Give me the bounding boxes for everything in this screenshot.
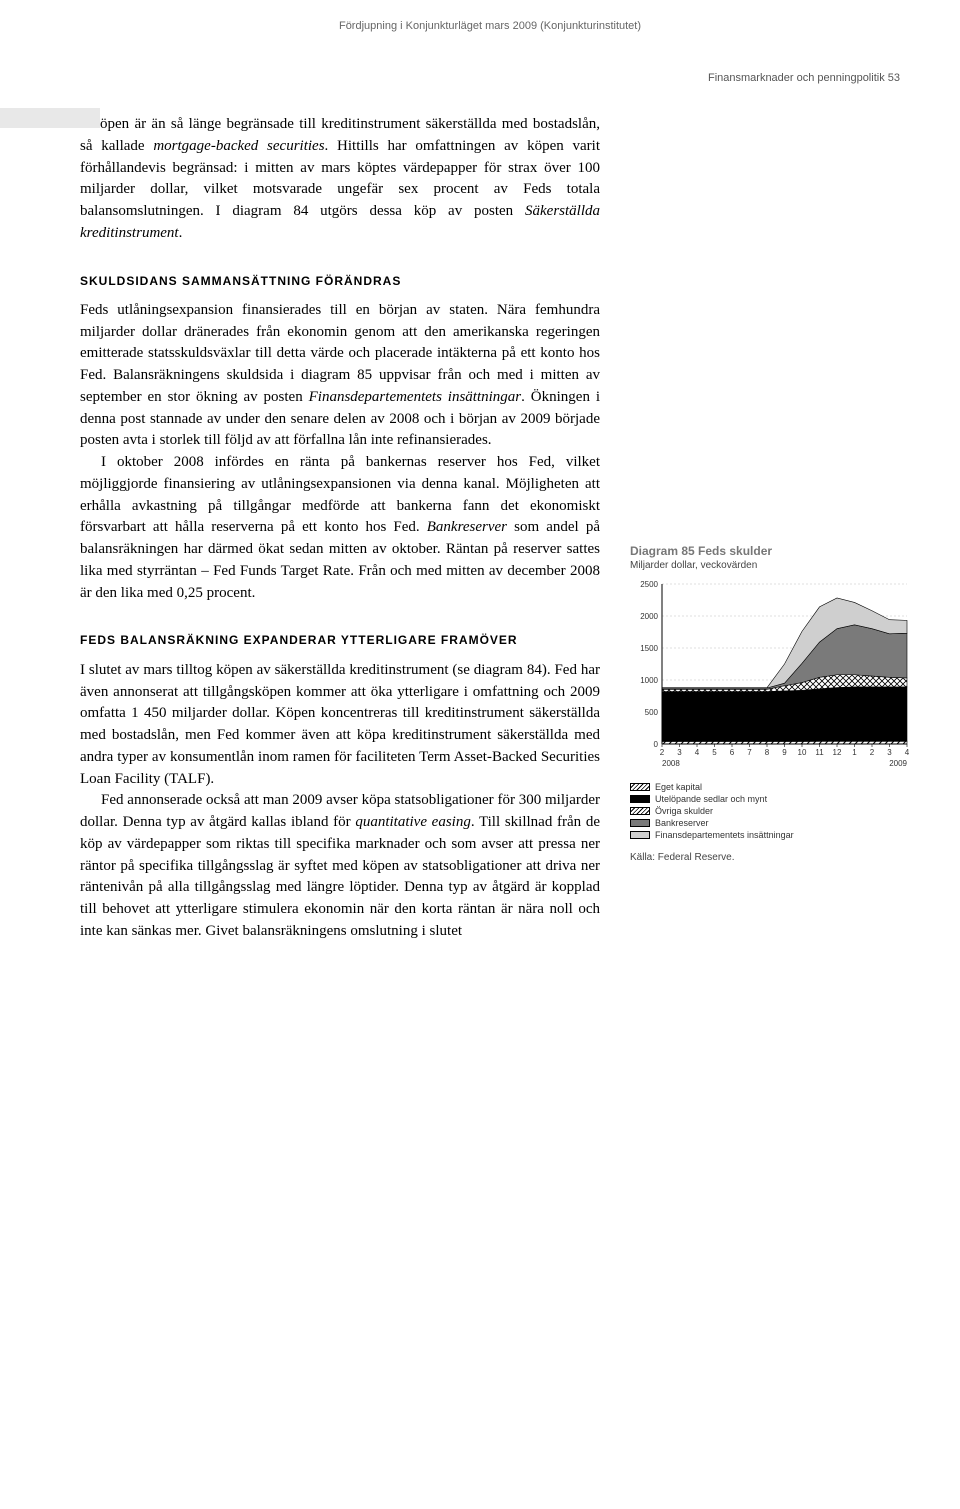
svg-text:0: 0: [654, 740, 659, 749]
svg-text:2: 2: [660, 748, 665, 757]
svg-text:12: 12: [833, 748, 842, 757]
svg-text:7: 7: [747, 748, 752, 757]
stacked-area-chart: 0500100015002000250023456789101112123420…: [630, 579, 910, 769]
legend-label: Övriga skulder: [655, 806, 713, 816]
legend-label: Bankreserver: [655, 818, 709, 828]
heading-skuldsidans: SKULDSIDANS SAMMANSÄTTNING FÖRÄNDRAS: [80, 273, 600, 290]
svg-text:3: 3: [677, 748, 682, 757]
legend-label: Eget kapital: [655, 782, 702, 792]
svg-text:11: 11: [815, 748, 824, 757]
chart-legend: Eget kapital Utelöpande sedlar och mynt Öv…: [630, 782, 910, 840]
svg-text:1: 1: [852, 748, 857, 757]
svg-text:1500: 1500: [640, 644, 658, 653]
legend-label: Utelöpande sedlar och mynt: [655, 794, 767, 804]
svg-text:10: 10: [798, 748, 807, 757]
main-text-column: Inköpen är än så länge begränsade till k…: [80, 114, 600, 943]
svg-text:6: 6: [730, 748, 735, 757]
svg-text:4: 4: [695, 748, 700, 757]
legend-label: Finansdepartementets insättningar: [655, 830, 794, 840]
legend-row: Bankreserver: [630, 818, 910, 828]
legend-swatch: [630, 807, 650, 815]
svg-text:1000: 1000: [640, 676, 658, 685]
legend-swatch: [630, 819, 650, 827]
chart-title: Diagram 85 Feds skulder: [630, 544, 910, 558]
svg-text:2000: 2000: [640, 612, 658, 621]
p5-italic-1: quantitative easing: [355, 814, 471, 830]
legend-row: Finansdepartementets insättningar: [630, 830, 910, 840]
svg-text:500: 500: [645, 708, 659, 717]
doc-header: Fördjupning i Konjunkturläget mars 2009 …: [80, 20, 900, 32]
legend-row: Övriga skulder: [630, 806, 910, 816]
heading-feds-balans: FEDS BALANSRÄKNING EXPANDERAR YTTERLIGAR…: [80, 632, 600, 649]
paragraph-3: I oktober 2008 infördes en ränta på bank…: [80, 452, 600, 604]
legend-row: Utelöpande sedlar och mynt: [630, 794, 910, 804]
document-page: Fördjupning i Konjunkturläget mars 2009 …: [0, 0, 960, 983]
side-column: Diagram 85 Feds skulder Miljarder dollar…: [630, 114, 910, 863]
chart-source: Källa: Federal Reserve.: [630, 852, 910, 863]
p3-italic-1: Bankreserver: [427, 519, 507, 535]
svg-text:4: 4: [905, 748, 910, 757]
page-header: Finansmarknader och penningpolitik 53: [80, 72, 900, 84]
paragraph-1: Inköpen är än så länge begränsade till k…: [80, 114, 600, 245]
svg-text:2: 2: [870, 748, 875, 757]
svg-text:2008: 2008: [662, 759, 680, 768]
legend-swatch: [630, 795, 650, 803]
chart-subtitle: Miljarder dollar, veckovärden: [630, 560, 910, 571]
margin-grey-band: [0, 108, 100, 128]
p5-text-b: . Till skillnad från de köp av värdepapp…: [80, 814, 600, 939]
svg-text:9: 9: [782, 748, 787, 757]
p1-italic-1: mortgage-backed securities: [153, 138, 324, 154]
paragraph-5: Fed annonserade också att man 2009 avser…: [80, 790, 600, 942]
svg-text:2009: 2009: [889, 759, 907, 768]
p2-italic-1: Finansdepartementets insättningar: [309, 389, 522, 405]
svg-text:2500: 2500: [640, 580, 658, 589]
p1-text-c: .: [179, 225, 183, 241]
svg-text:5: 5: [712, 748, 717, 757]
chart-box: Diagram 85 Feds skulder Miljarder dollar…: [630, 544, 910, 863]
svg-text:3: 3: [887, 748, 892, 757]
legend-row: Eget kapital: [630, 782, 910, 792]
paragraph-4: I slutet av mars tilltog köpen av säkers…: [80, 660, 600, 791]
svg-text:8: 8: [765, 748, 770, 757]
p4-text-a: I slutet av mars tilltog köpen av säkers…: [80, 662, 600, 787]
legend-swatch: [630, 783, 650, 791]
content-wrap: Inköpen är än så länge begränsade till k…: [80, 114, 900, 943]
legend-swatch: [630, 831, 650, 839]
paragraph-2: Feds utlåningsexpansion finansierades ti…: [80, 300, 600, 452]
